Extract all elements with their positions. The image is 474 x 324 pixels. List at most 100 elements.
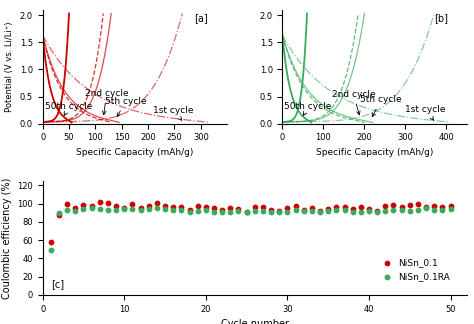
Y-axis label: Potential (V vs. Li/Li⁺): Potential (V vs. Li/Li⁺) (5, 21, 14, 112)
X-axis label: Specific Capacity (mAh/g): Specific Capacity (mAh/g) (76, 148, 193, 157)
NiSn_0.1RA (120, 206, 128, 212)
NiSn_0.1 (365, 206, 373, 212)
NiSn_0.1RA (112, 207, 120, 213)
NiSn_0.1 (96, 199, 103, 204)
NiSn_0.1 (88, 204, 95, 209)
NiSn_0.1 (64, 201, 71, 206)
NiSn_0.1RA (365, 208, 373, 214)
NiSn_0.1RA (80, 206, 87, 212)
NiSn_0.1RA (374, 209, 381, 214)
NiSn_0.1RA (47, 248, 55, 253)
Text: 2nd cycle: 2nd cycle (85, 88, 128, 115)
NiSn_0.1 (210, 205, 218, 211)
NiSn_0.1RA (398, 207, 405, 213)
NiSn_0.1RA (72, 208, 79, 214)
Text: 2nd cycle: 2nd cycle (332, 90, 375, 115)
NiSn_0.1 (104, 200, 112, 205)
NiSn_0.1 (120, 205, 128, 211)
NiSn_0.1 (292, 204, 300, 209)
NiSn_0.1 (137, 205, 145, 211)
NiSn_0.1RA (219, 209, 226, 214)
NiSn_0.1RA (178, 207, 185, 213)
NiSn_0.1 (219, 207, 226, 213)
NiSn_0.1 (349, 206, 356, 212)
Text: 1st cycle: 1st cycle (405, 105, 446, 120)
NiSn_0.1RA (382, 208, 389, 214)
NiSn_0.1RA (406, 208, 414, 214)
NiSn_0.1 (128, 201, 136, 206)
NiSn_0.1RA (308, 208, 316, 214)
NiSn_0.1RA (137, 207, 145, 213)
NiSn_0.1 (422, 205, 430, 210)
NiSn_0.1RA (55, 210, 63, 215)
Text: [a]: [a] (194, 13, 208, 23)
NiSn_0.1 (243, 209, 250, 214)
NiSn_0.1 (430, 204, 438, 209)
NiSn_0.1 (169, 205, 177, 210)
NiSn_0.1 (153, 200, 161, 205)
NiSn_0.1 (194, 204, 201, 209)
NiSn_0.1 (390, 203, 397, 208)
Legend: NiSn_0.1, NiSn_0.1RA: NiSn_0.1, NiSn_0.1RA (374, 255, 454, 284)
NiSn_0.1RA (275, 209, 283, 214)
NiSn_0.1RA (145, 206, 153, 212)
NiSn_0.1 (308, 205, 316, 211)
NiSn_0.1RA (128, 206, 136, 212)
NiSn_0.1 (55, 213, 63, 218)
NiSn_0.1 (324, 206, 332, 212)
NiSn_0.1 (438, 205, 446, 210)
NiSn_0.1RA (210, 209, 218, 214)
NiSn_0.1 (161, 204, 169, 209)
NiSn_0.1RA (341, 207, 348, 213)
NiSn_0.1RA (259, 208, 267, 214)
Text: 50th cycle: 50th cycle (46, 102, 93, 115)
X-axis label: Cycle number: Cycle number (221, 319, 289, 324)
Text: 50th cycle: 50th cycle (284, 102, 332, 115)
NiSn_0.1 (145, 204, 153, 209)
NiSn_0.1RA (324, 208, 332, 214)
NiSn_0.1RA (390, 207, 397, 213)
NiSn_0.1 (341, 205, 348, 210)
NiSn_0.1 (414, 201, 422, 206)
NiSn_0.1RA (438, 207, 446, 213)
X-axis label: Specific Capacity (mAh/g): Specific Capacity (mAh/g) (316, 148, 433, 157)
NiSn_0.1 (333, 205, 340, 210)
NiSn_0.1 (178, 205, 185, 210)
NiSn_0.1RA (430, 207, 438, 213)
Text: 5th cycle: 5th cycle (360, 95, 402, 117)
NiSn_0.1 (227, 205, 234, 211)
NiSn_0.1 (406, 202, 414, 207)
NiSn_0.1RA (235, 208, 242, 214)
NiSn_0.1 (275, 208, 283, 214)
NiSn_0.1RA (161, 206, 169, 212)
NiSn_0.1 (283, 205, 291, 211)
NiSn_0.1RA (153, 205, 161, 211)
NiSn_0.1RA (283, 209, 291, 214)
NiSn_0.1RA (104, 207, 112, 213)
NiSn_0.1RA (251, 208, 259, 214)
NiSn_0.1 (186, 207, 193, 213)
NiSn_0.1 (202, 205, 210, 210)
NiSn_0.1RA (422, 205, 430, 211)
NiSn_0.1RA (64, 207, 71, 213)
NiSn_0.1RA (357, 209, 365, 214)
NiSn_0.1RA (300, 208, 308, 214)
Text: [b]: [b] (434, 13, 447, 23)
NiSn_0.1RA (414, 207, 422, 213)
NiSn_0.1RA (186, 209, 193, 214)
NiSn_0.1 (382, 204, 389, 209)
NiSn_0.1 (251, 205, 259, 210)
NiSn_0.1RA (447, 206, 455, 212)
NiSn_0.1 (72, 205, 79, 211)
NiSn_0.1RA (292, 207, 300, 213)
NiSn_0.1 (235, 206, 242, 212)
Y-axis label: Coulombic efficiency (%): Coulombic efficiency (%) (1, 177, 12, 298)
NiSn_0.1 (112, 204, 120, 209)
NiSn_0.1RA (169, 207, 177, 213)
Text: [c]: [c] (51, 279, 64, 289)
NiSn_0.1RA (96, 206, 103, 212)
NiSn_0.1RA (227, 209, 234, 214)
NiSn_0.1RA (88, 205, 95, 211)
NiSn_0.1 (398, 205, 405, 210)
NiSn_0.1 (80, 203, 87, 208)
